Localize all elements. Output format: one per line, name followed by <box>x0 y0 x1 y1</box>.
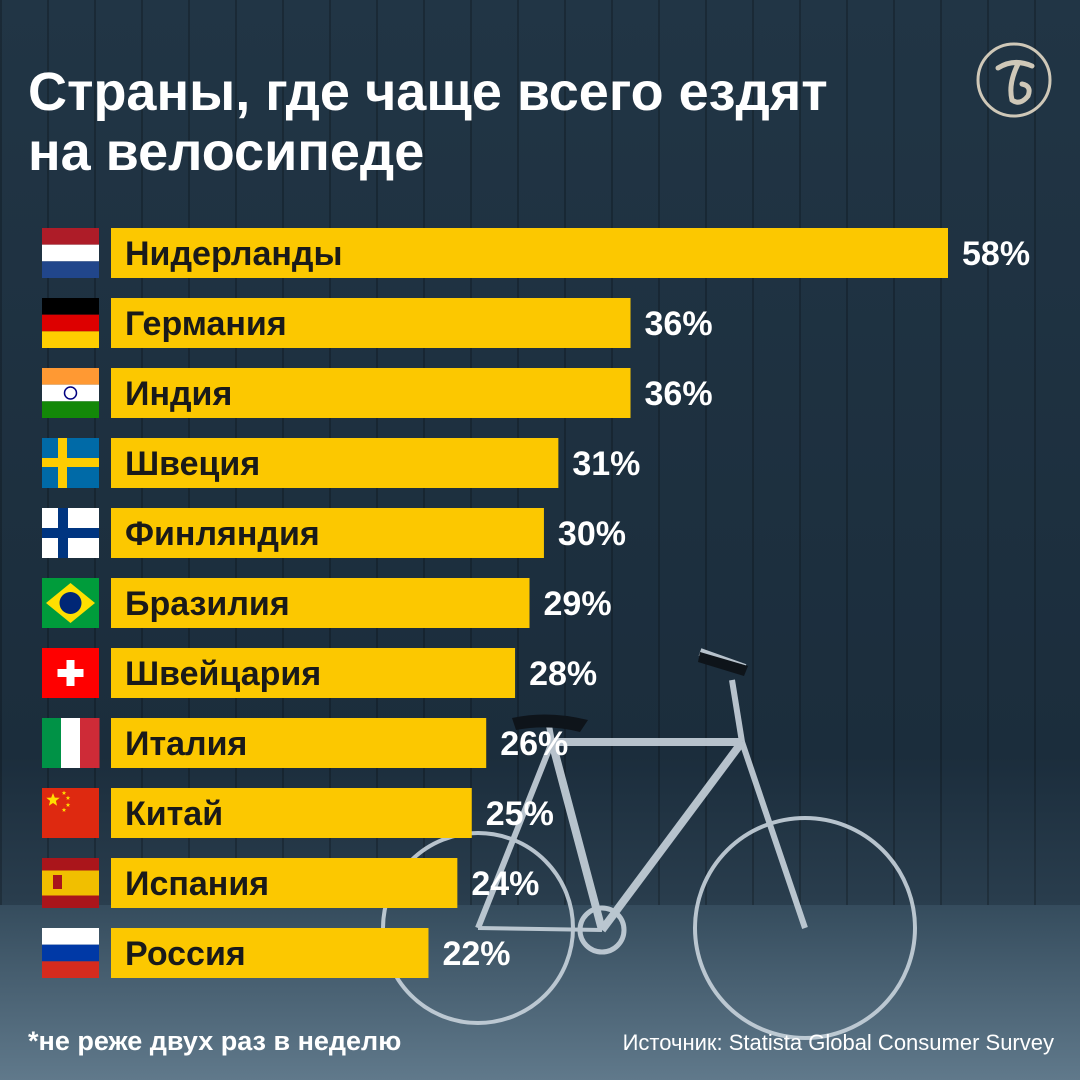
bar-value-label: 28% <box>529 655 597 693</box>
finland-flag-icon <box>42 508 99 558</box>
bar <box>111 298 631 348</box>
bar-category-label: Россия <box>125 935 246 973</box>
bar-row: Индия 36% <box>42 368 713 418</box>
bar <box>111 928 429 978</box>
bar-row: Финляндия 30% <box>42 508 626 558</box>
switzerland-flag-icon <box>42 648 99 698</box>
bar-category-label: Финляндия <box>125 515 320 553</box>
footnote: *не реже двух раз в неделю <box>28 1026 402 1056</box>
bar-category-label: Индия <box>125 375 232 413</box>
bar-value-label: 29% <box>544 585 612 623</box>
publisher-logo-icon <box>976 42 1052 118</box>
bar-value-label: 25% <box>486 795 554 833</box>
bar <box>111 228 948 278</box>
bar-category-label: Италия <box>125 725 247 763</box>
china-flag-icon <box>42 788 99 838</box>
italy-flag-icon <box>42 718 100 768</box>
bar-category-label: Бразилия <box>125 585 290 623</box>
bar <box>111 578 530 628</box>
bar-value-label: 30% <box>558 515 626 553</box>
bar <box>111 718 487 768</box>
bar <box>111 368 631 418</box>
bar-category-label: Швейцария <box>125 655 321 693</box>
germany-flag-icon <box>42 298 99 348</box>
chart-title: Страны, где чаще всего ездят на велосипе… <box>28 62 828 182</box>
sweden-flag-icon <box>42 438 99 488</box>
bar <box>111 788 472 838</box>
spain-flag-icon <box>42 858 99 908</box>
bar-category-label: Германия <box>125 305 287 343</box>
netherlands-flag-icon <box>42 228 99 278</box>
bar-row: Нидерланды 58% <box>42 228 1030 278</box>
russia-flag-icon <box>42 928 99 978</box>
bar-value-label: 36% <box>645 375 713 413</box>
bar <box>111 508 544 558</box>
bar-row: Россия 22% <box>42 928 511 978</box>
bar-value-label: 58% <box>962 235 1030 273</box>
bar-row: Швейцария 28% <box>42 648 597 698</box>
bar-row: Италия 26% <box>42 718 568 768</box>
bar-row: Бразилия 29% <box>42 578 612 628</box>
bar-value-label: 31% <box>572 445 640 483</box>
bar <box>111 438 559 488</box>
bar-row: Испания 24% <box>42 858 539 908</box>
bar <box>111 648 516 698</box>
bar-category-label: Китай <box>125 795 223 833</box>
bar <box>111 858 458 908</box>
bar-row: Германия 36% <box>42 298 713 348</box>
bar-value-label: 22% <box>442 935 510 973</box>
bar-row: Швеция 31% <box>42 438 640 488</box>
bar-category-label: Нидерланды <box>125 235 343 273</box>
source-note: Источник: Statista Global Consumer Surve… <box>622 1030 1054 1055</box>
brazil-flag-icon <box>42 578 99 628</box>
bar-category-label: Испания <box>125 865 269 903</box>
bar-row: Китай 25% <box>42 788 554 838</box>
bar-value-label: 26% <box>500 725 568 763</box>
bar-value-label: 36% <box>645 305 713 343</box>
bar-category-label: Швеция <box>125 445 260 483</box>
india-flag-icon <box>42 368 99 418</box>
bar-value-label: 24% <box>471 865 539 903</box>
